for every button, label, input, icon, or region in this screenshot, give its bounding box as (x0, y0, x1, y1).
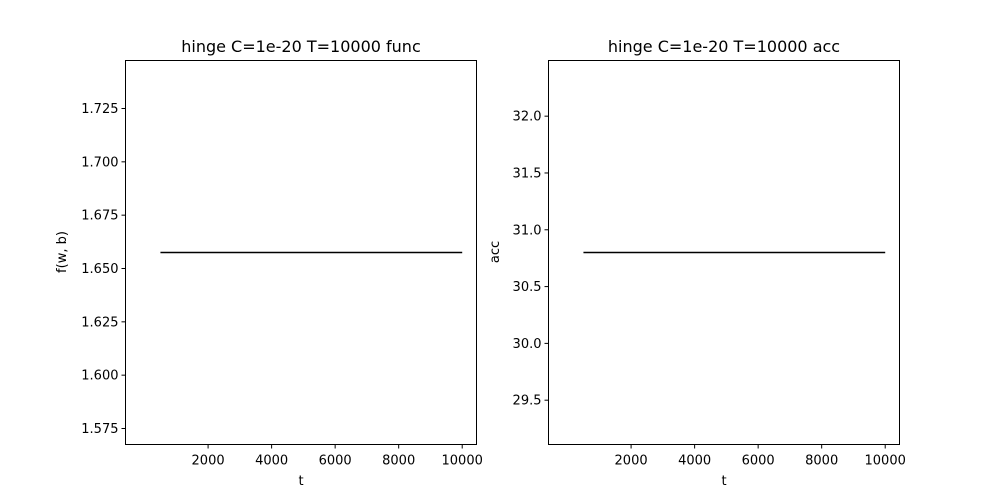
chart-acc-x-ticks: 2000 4000 6000 8000 10000 (615, 444, 906, 469)
chart-func-x-ticks: 2000 4000 6000 8000 10000 (192, 444, 483, 469)
chart-acc-axes-frame (548, 60, 900, 445)
chart-acc-y-tick-label: 31.5 (513, 166, 542, 181)
chart-func-x-tick-label: 8000 (382, 454, 415, 469)
chart-acc-x-tick-label: 8000 (805, 454, 838, 469)
chart-func: hinge C=1e-20 T=10000 func 2000 4000 6000 8… (55, 37, 483, 489)
chart-acc-y-axis-label: acc (488, 241, 503, 263)
chart-func-y-tick-label: 1.725 (81, 102, 118, 117)
chart-acc-title: hinge C=1e-20 T=10000 acc (608, 37, 840, 56)
chart-func-y-tick-label: 1.700 (81, 155, 118, 170)
chart-func-title: hinge C=1e-20 T=10000 func (181, 37, 421, 56)
chart-acc-y-tick-label: 30.0 (513, 337, 542, 352)
chart-acc-y-tick-label: 30.5 (513, 280, 542, 295)
chart-acc-y-tick-label: 32.0 (513, 110, 542, 125)
chart-func-y-tick-label: 1.650 (81, 262, 118, 277)
chart-acc-y-tick-label: 31.0 (513, 223, 542, 238)
chart-func-x-tick-label: 10000 (442, 454, 483, 469)
chart-func-y-tick-label: 1.675 (81, 209, 118, 224)
chart-func-y-ticks: 1.575 1.600 1.625 1.650 1.675 1.700 1.725 (81, 102, 126, 437)
chart-func-x-tick-label: 4000 (255, 454, 288, 469)
chart-func-axes-frame (125, 60, 477, 445)
chart-acc-y-tick-label: 29.5 (513, 394, 542, 409)
chart-func-x-axis-label: t (298, 474, 303, 489)
chart-acc-y-ticks: 29.5 30.0 30.5 31.0 31.5 32.0 (513, 110, 549, 409)
chart-func-x-tick-label: 2000 (192, 454, 225, 469)
chart-func-y-axis-label: f(w, b) (55, 231, 70, 273)
chart-func-x-tick-label: 6000 (319, 454, 352, 469)
chart-acc: hinge C=1e-20 T=10000 acc 2000 4000 6000 80… (488, 37, 906, 489)
chart-acc-x-tick-label: 4000 (678, 454, 711, 469)
chart-func-y-tick-label: 1.625 (81, 315, 118, 330)
chart-func-y-tick-label: 1.600 (81, 369, 118, 384)
chart-acc-x-tick-label: 2000 (615, 454, 648, 469)
chart-acc-x-tick-label: 6000 (742, 454, 775, 469)
chart-acc-x-axis-label: t (721, 474, 726, 489)
chart-acc-x-tick-label: 10000 (865, 454, 906, 469)
chart-func-y-tick-label: 1.575 (81, 422, 118, 437)
